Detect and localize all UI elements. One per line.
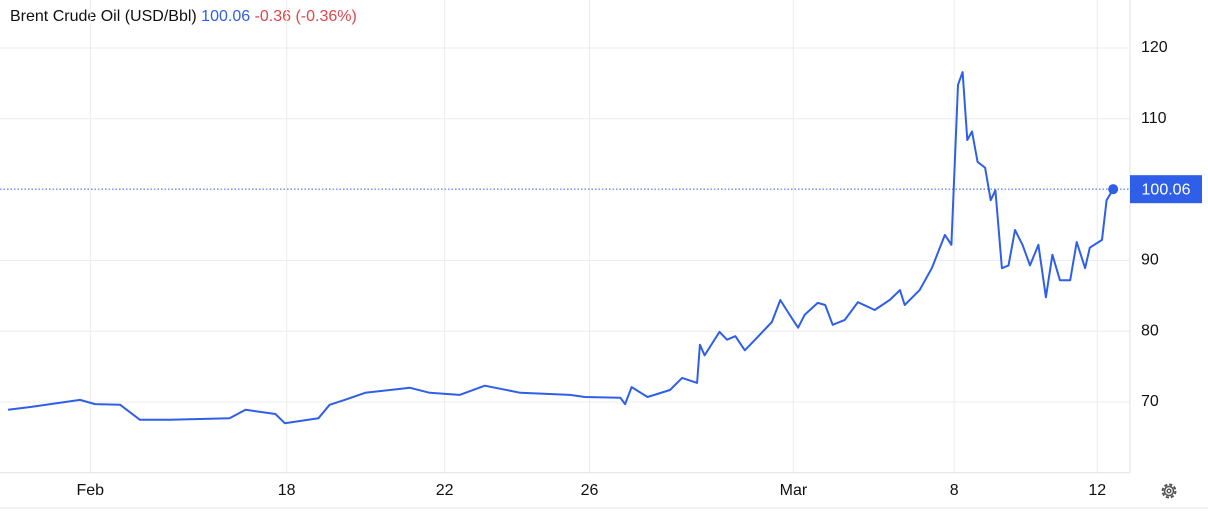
x-tick-label: Feb	[76, 482, 104, 499]
x-tick-label: 22	[436, 482, 454, 499]
y-tick-label: 90	[1141, 252, 1159, 269]
x-tick-label: 12	[1088, 482, 1106, 499]
header: Brent Crude Oil (USD/Bbl) 100.06 -0.36 (…	[10, 8, 357, 25]
x-tick-label: 18	[278, 482, 296, 499]
x-tick-label: 26	[581, 482, 599, 499]
gear-teeth	[1161, 483, 1177, 499]
grid	[0, 0, 1130, 473]
gear-body	[1163, 485, 1175, 497]
x-tick-label: 8	[950, 482, 959, 499]
last-price: 100.06	[201, 8, 250, 25]
price-tag	[1130, 175, 1202, 204]
gear-hole	[1166, 488, 1172, 494]
y-tick-label: 120	[1141, 39, 1168, 56]
price-change: -0.36 (-0.36%)	[255, 8, 357, 25]
y-tick-label: 110	[1141, 110, 1167, 127]
y-tick-label: 80	[1141, 322, 1159, 339]
settings-icon[interactable]	[1161, 483, 1177, 499]
last-point	[1108, 184, 1119, 195]
chart-title: Brent Crude Oil (USD/Bbl)	[10, 8, 197, 25]
x-tick-label: Mar	[780, 482, 808, 499]
price-tag-label: 100.06	[1142, 181, 1191, 198]
y-tick-label: 70	[1141, 393, 1159, 410]
price-line	[7, 71, 1115, 425]
